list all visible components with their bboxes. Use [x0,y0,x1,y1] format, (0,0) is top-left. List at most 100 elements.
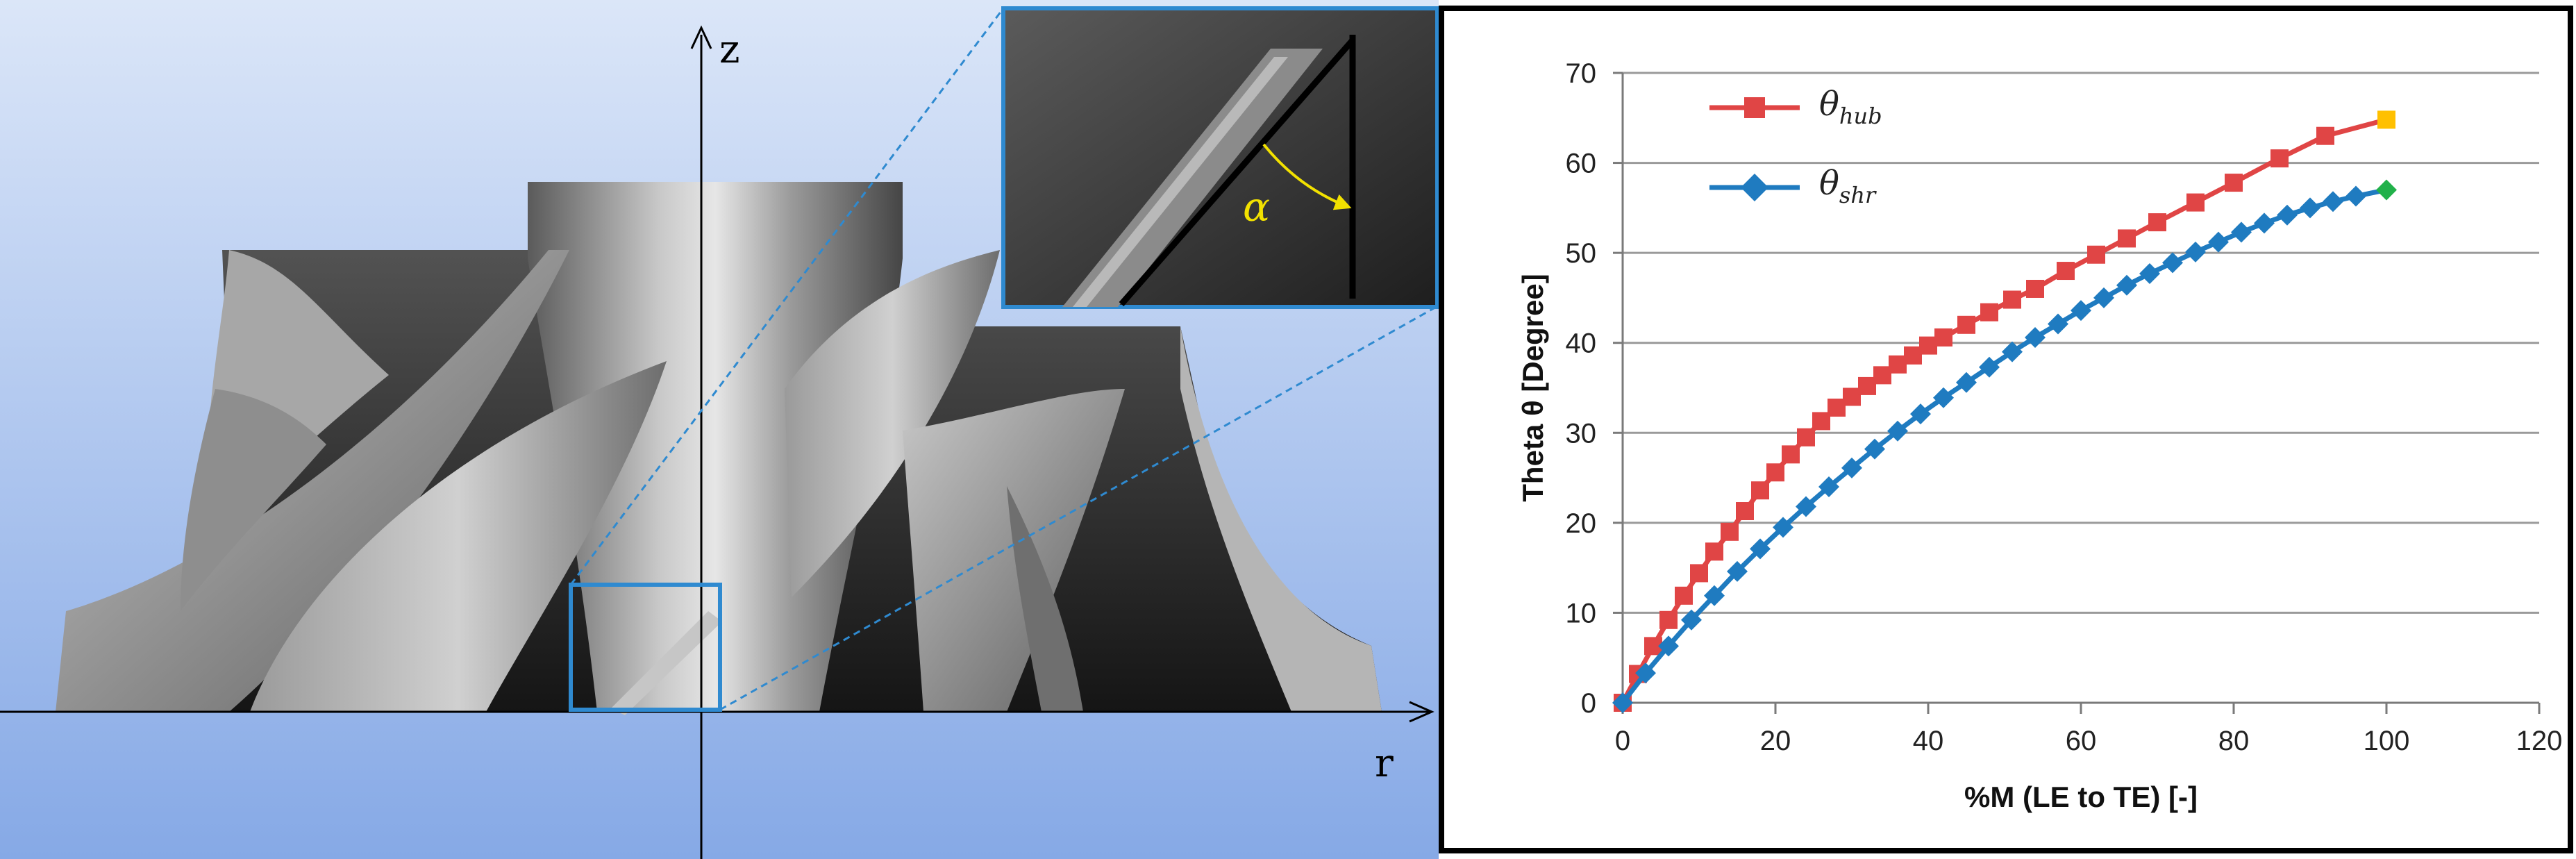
y-tick-label-5: 50 [1566,238,1597,269]
chart-panel: 0 10 20 30 40 50 60 70 0 20 40 60 80 100 120 %M (LE to… [1439,0,2576,859]
data-point-hub-24 [2003,290,2021,309]
data-point-hub-20 [1919,336,1937,355]
data-point-shr-2 [1658,635,1679,657]
x-tick-label-3: 60 [2066,726,2097,756]
x-axis-title: %M (LE to TE) [-] [1964,781,2198,813]
x-tick-label-6: 120 [2516,726,2563,756]
data-point-hub-22 [1957,315,1975,334]
data-point-hub-34 [2377,110,2395,129]
data-point-shr-12 [1887,420,1908,442]
y-tick-label-6: 60 [1566,149,1597,179]
data-point-shr-0 [1612,692,1633,713]
data-point-hub-23 [1980,303,1998,322]
legend-shr-label: θshr [1819,164,1877,208]
data-point-shr-11 [1864,438,1885,460]
inset-blade-highlight [1073,57,1288,307]
legend-hub-sub: hub [1839,103,1882,129]
data-point-hub-9 [1751,481,1769,500]
series [1612,110,2397,713]
data-point-hub-18 [1889,355,1907,374]
data-point-hub-19 [1904,346,1922,365]
y-tick-label-7: 70 [1566,58,1597,89]
y-tick-label-2: 20 [1566,508,1597,539]
data-point-hub-28 [2118,229,2136,248]
theta-chart: 0 10 20 30 40 50 60 70 0 20 40 60 80 100 120 %M (LE to… [1439,6,2573,853]
legend-item-shr: θshr [1709,164,1877,208]
data-point-shr-15 [1956,372,1977,393]
x-tick-label-0: 0 [1615,726,1630,756]
data-point-hub-10 [1766,463,1784,482]
data-point-shr-28 [2254,212,2275,234]
data-point-hub-13 [1812,412,1830,431]
impeller-illustration-panel: z r α [0,0,1439,859]
blade-2 [250,361,667,712]
legend-hub-base: θ [1819,85,1839,124]
data-point-shr-31 [2323,191,2343,212]
data-point-hub-25 [2026,279,2044,298]
data-point-hub-5 [1690,564,1708,583]
legend-hub-marker [1744,97,1765,118]
data-point-hub-6 [1705,542,1723,561]
data-point-shr-32 [2345,185,2366,207]
data-point-hub-31 [2225,174,2243,192]
data-point-hub-29 [2148,213,2166,232]
series-line-shr [1621,187,2387,705]
data-point-shr-24 [2162,252,2183,274]
blade-4 [181,389,326,611]
legend-shr-marker [1741,174,1768,201]
legend-shr-sub: shr [1839,182,1877,208]
data-point-hub-4 [1675,586,1693,605]
x-tick-label-2: 40 [1913,726,1944,756]
data-point-hub-21 [1934,328,1952,347]
data-point-shr-7 [1773,517,1793,538]
y-tick-label-3: 30 [1566,418,1597,449]
data-point-hub-16 [1858,376,1876,395]
zoom-guide-line-bottom [719,304,1439,711]
blade-5 [785,250,1000,597]
blade-7 [1180,326,1382,712]
data-point-hub-30 [2186,193,2205,212]
z-axis-label: z [719,27,740,72]
data-point-hub-27 [2087,245,2105,264]
data-point-shr-6 [1750,538,1771,560]
x-tick-label-4: 80 [2218,726,2250,756]
data-point-hub-32 [2270,149,2289,168]
zoom-guide-line-top [569,8,1005,585]
data-point-hub-8 [1736,502,1754,521]
data-point-shr-29 [2277,204,2298,226]
data-point-hub-3 [1659,610,1678,629]
angle-arrow [1262,143,1352,210]
data-point-shr-13 [1910,403,1931,425]
data-point-hub-12 [1797,428,1815,447]
angle-alpha-label: α [1243,183,1270,231]
legend: θhub θshr [1709,85,1882,208]
tick-labels: 0 10 20 30 40 50 60 70 0 20 40 60 80 100 120 [1566,58,2563,756]
data-point-shr-30 [2300,197,2320,219]
data-point-shr-25 [2185,241,2206,262]
inset-blade-line [1119,38,1355,306]
x-tick-label-1: 20 [1760,726,1791,756]
chart-frame [1439,6,2573,853]
data-point-shr-18 [2025,326,2046,348]
data-point-shr-3 [1681,609,1702,631]
data-point-shr-16 [1979,356,2000,378]
data-point-hub-7 [1721,522,1739,541]
data-point-shr-17 [2002,341,2023,362]
hub-cap [528,182,903,258]
legend-item-hub: θhub [1709,85,1882,129]
data-point-hub-17 [1873,366,1891,385]
y-tick-label-4: 40 [1566,328,1597,359]
blade-8 [1007,486,1083,712]
data-point-hub-33 [2316,126,2334,145]
data-point-shr-10 [1841,457,1862,478]
data-point-shr-23 [2139,262,2160,284]
y-axis-title: Theta θ [Degree] [1516,274,1549,501]
data-point-shr-22 [2116,274,2137,296]
grid-lines [1623,72,2539,614]
r-axis-label: r [1375,741,1394,786]
zoom-source-box [569,583,722,712]
y-tick-label-1: 10 [1566,598,1597,628]
data-point-shr-4 [1704,585,1725,606]
data-point-hub-14 [1828,399,1846,417]
data-point-hub-15 [1843,387,1861,406]
